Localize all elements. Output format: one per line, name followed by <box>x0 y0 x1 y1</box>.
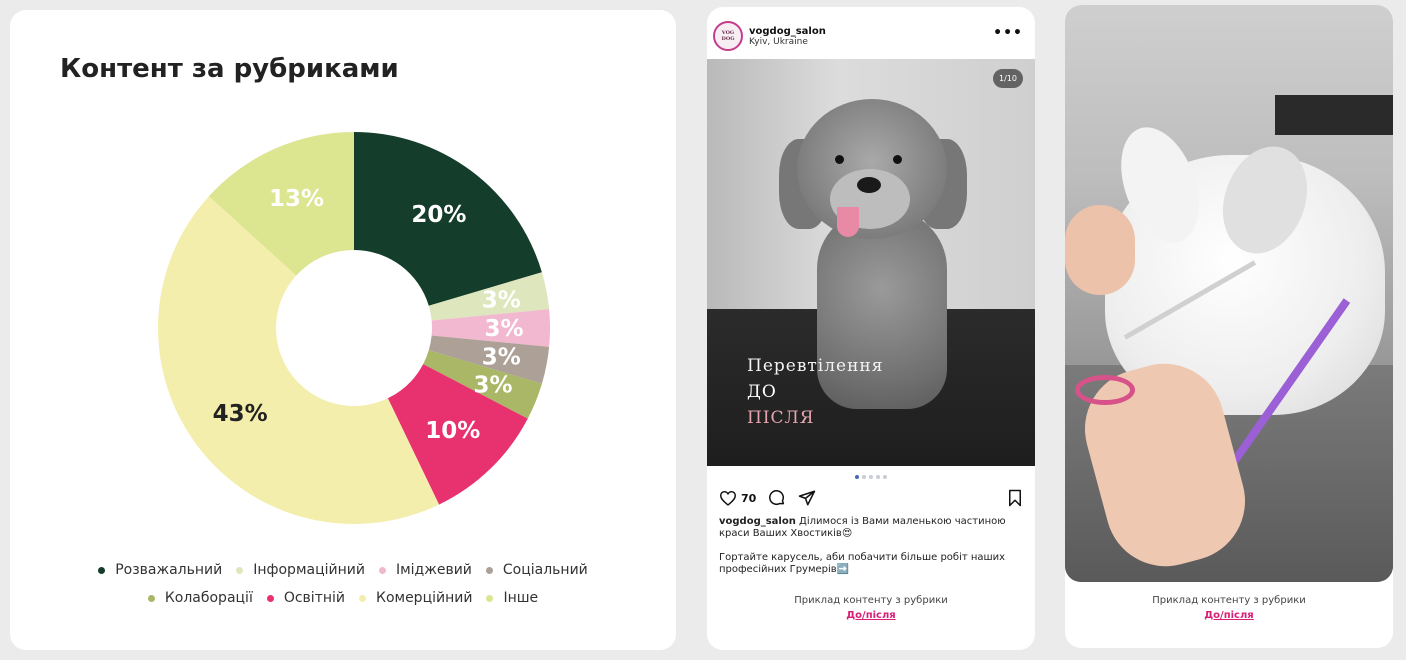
post-username[interactable]: vogdog_salon <box>749 25 826 37</box>
legend-label: Соціальний <box>502 562 588 578</box>
slice-label-3: 3% <box>484 316 523 342</box>
legend-item[interactable]: Освітній <box>266 590 345 606</box>
legend-item[interactable]: Інше <box>486 590 538 606</box>
slice-2 <box>428 272 550 321</box>
chart-title: Контент за рубриками <box>60 54 399 84</box>
video-example-card: Приклад контенту з рубрики До/після <box>1065 5 1393 648</box>
like-count: 70 <box>741 491 757 505</box>
background-shelf <box>1275 95 1393 135</box>
instagram-post-card: VOG DOG vogdog_salon Kyiv, Ukraine ••• П… <box>707 7 1035 650</box>
slice-3 <box>431 309 550 347</box>
legend-dot-icon <box>266 594 274 602</box>
slice-label-4: 3% <box>482 345 521 371</box>
video-footer: Приклад контенту з рубрики До/після <box>1065 595 1393 621</box>
legend-label: Інше <box>503 590 539 606</box>
rubric-link[interactable]: До/після <box>1204 610 1254 621</box>
legend-item[interactable]: Соціальний <box>485 562 588 578</box>
slice-label-6: 10% <box>425 418 480 444</box>
legend-dot-icon <box>378 566 386 574</box>
slice-4 <box>428 335 550 384</box>
slice-label-2: 3% <box>482 287 521 313</box>
caption-username[interactable]: vogdog_salon <box>719 516 796 527</box>
legend-item[interactable]: Колаборації <box>147 590 253 606</box>
caption-text: Ділимося із Вами маленькою частиною крас… <box>719 516 1006 539</box>
avatar[interactable]: VOG DOG <box>713 21 743 51</box>
dog-eye <box>893 155 902 164</box>
dog-nose <box>857 177 881 193</box>
dog-body <box>817 209 947 409</box>
post-header: VOG DOG vogdog_salon Kyiv, Ukraine <box>713 21 826 51</box>
post-image[interactable]: Перевтілення ДО ПІСЛЯ <box>707 59 1035 466</box>
legend-label: Колаборації <box>164 590 253 606</box>
more-dots-icon[interactable]: ••• <box>993 25 1023 41</box>
overlay-line: Перевтілення <box>747 356 884 376</box>
rubric-link[interactable]: До/після <box>846 610 896 621</box>
legend-label: Розважальний <box>115 562 223 578</box>
legend-label: Освітній <box>283 590 345 606</box>
post-caption: vogdog_salon Ділимося із Вами маленькою … <box>719 516 1019 576</box>
legend-dot-icon <box>486 594 494 602</box>
legend-label: Комерційний <box>376 590 473 606</box>
post-footer: Приклад контенту з рубрики До/після <box>707 595 1035 621</box>
chart-card: Контент за рубриками 20% 3% 3% 3% 3% 10% 43% 13… <box>10 10 676 650</box>
footer-label: Приклад контенту з рубрики <box>794 595 948 606</box>
legend-dot-icon <box>98 566 106 574</box>
heart-icon[interactable] <box>719 490 737 506</box>
slice-1 <box>354 132 542 306</box>
slice-5 <box>423 350 542 419</box>
slice-6 <box>387 364 528 505</box>
carousel-dot[interactable] <box>876 475 880 479</box>
slice-label-5: 3% <box>474 372 513 398</box>
legend-item[interactable]: Розважальний <box>98 562 222 578</box>
legend-label: Інформаційний <box>253 562 365 578</box>
chart-legend: Розважальний Інформаційний Іміджевий Соціал… <box>10 562 676 606</box>
slice-label-7: 43% <box>213 401 268 427</box>
image-overlay-text: Перевтілення ДО ПІСЛЯ <box>747 353 884 431</box>
dog-eye <box>835 155 844 164</box>
groomer-hand <box>1065 205 1135 295</box>
post-actions: 70 <box>719 487 1023 509</box>
slice-label-8: 13% <box>269 186 324 212</box>
legend-dot-icon <box>359 594 366 602</box>
slice-8 <box>208 132 354 276</box>
carousel-counter: 1/10 <box>993 69 1023 88</box>
comment-icon[interactable] <box>768 489 786 507</box>
carousel-dot[interactable] <box>862 475 866 479</box>
legend-label: Іміджевий <box>395 562 472 578</box>
share-icon[interactable] <box>798 489 816 507</box>
scissors-icon <box>1075 375 1135 405</box>
video-thumbnail[interactable] <box>1065 5 1393 582</box>
bookmark-icon[interactable] <box>1007 489 1023 507</box>
post-user-block: vogdog_salon Kyiv, Ukraine <box>749 26 826 47</box>
legend-dot-icon <box>147 594 155 602</box>
legend-item[interactable]: Інформаційний <box>236 562 365 578</box>
dog-tongue <box>837 207 859 237</box>
legend-dot-icon <box>485 566 493 574</box>
legend-dot-icon <box>236 566 244 574</box>
carousel-dot[interactable] <box>869 475 873 479</box>
legend-item[interactable]: Іміджевий <box>378 562 472 578</box>
overlay-line: ПІСЛЯ <box>747 408 815 428</box>
slice-label-1: 20% <box>411 202 466 228</box>
carousel-dot[interactable] <box>883 475 887 479</box>
legend-item[interactable]: Комерційний <box>359 590 472 606</box>
slice-7 <box>158 196 440 524</box>
carousel-dots <box>707 475 1035 479</box>
overlay-line: ДО <box>747 382 777 402</box>
footer-label: Приклад контенту з рубрики <box>1152 595 1306 606</box>
carousel-dot[interactable] <box>855 475 859 479</box>
post-location[interactable]: Kyiv, Ukraine <box>749 36 808 47</box>
donut-chart: 20%3%3%3%3%10%43%13% <box>158 132 550 524</box>
caption-text-2: Гортайте карусель, аби побачити більше р… <box>719 552 1006 575</box>
